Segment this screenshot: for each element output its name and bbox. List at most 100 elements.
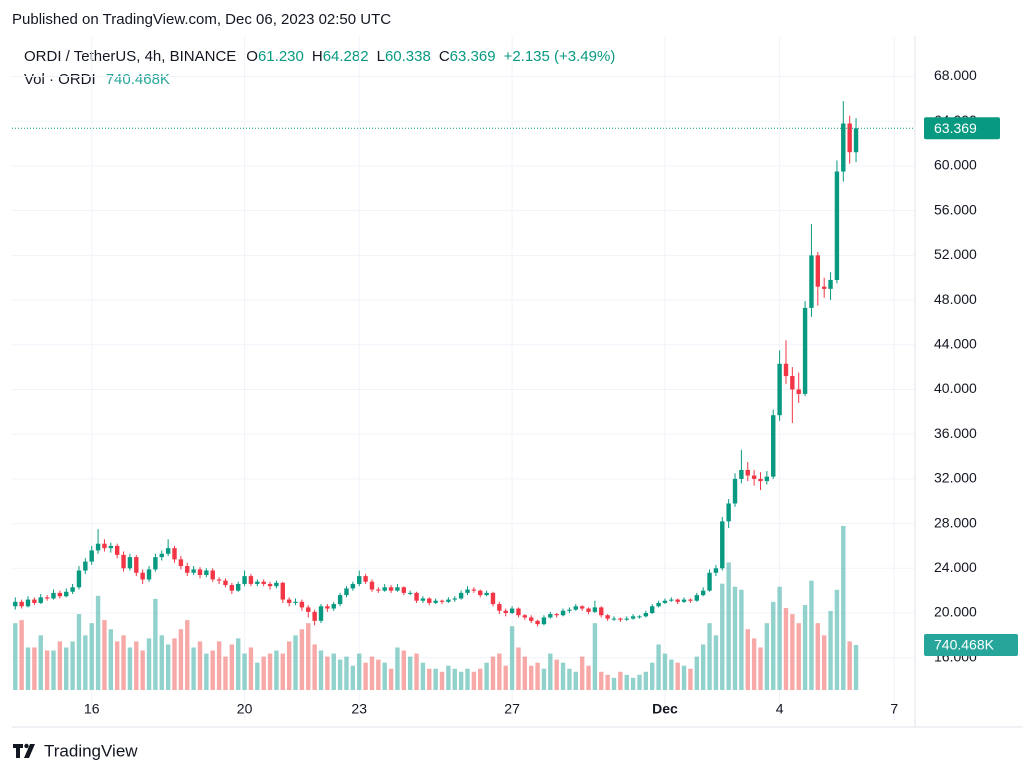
last-price-label: 63.369 (934, 120, 977, 136)
candle-body (637, 616, 642, 618)
candle-body (688, 599, 693, 601)
candle-body (662, 600, 668, 603)
y-tick-label: 24.000 (934, 559, 977, 575)
volume-bar (64, 647, 69, 690)
candle-body (745, 469, 750, 476)
candle-body (286, 599, 292, 603)
volume-bar (299, 629, 305, 690)
volume-bar (223, 656, 228, 690)
candle-body (503, 610, 508, 613)
volume-bar (599, 671, 604, 690)
volume-bar (427, 668, 432, 690)
candle-body (267, 583, 273, 587)
legend: ORDI / TetherUS, 4h, BINANCE O61.230 H64.2… (24, 48, 615, 88)
candle-body (89, 550, 94, 562)
volume-bar (815, 623, 821, 690)
y-tick-label: 48.000 (934, 291, 977, 307)
volume-bar (809, 580, 814, 690)
candle-body (357, 576, 362, 584)
volume-bar (497, 653, 502, 690)
volume-bar (452, 668, 457, 690)
volume-bar (363, 662, 368, 690)
volume-bar (204, 653, 209, 690)
volume-bar (165, 644, 171, 690)
candle-body (465, 589, 470, 593)
volume-bar (153, 598, 158, 690)
candle-body (127, 557, 133, 569)
candle-body (312, 611, 317, 621)
candle-body (694, 595, 700, 601)
candle-body (420, 598, 426, 601)
volume-bar (490, 656, 496, 690)
candle-body (509, 608, 515, 613)
volume-bar (509, 626, 515, 690)
candle-body (497, 604, 502, 611)
y-tick-label: 44.000 (934, 335, 977, 351)
volume-bar (796, 623, 801, 690)
candle-body (713, 568, 719, 573)
volume-bar (325, 656, 330, 690)
volume-bar (630, 677, 636, 690)
candle-body (172, 548, 177, 560)
candle-body (630, 616, 636, 619)
volume-bar (216, 641, 222, 690)
volume-bar (121, 635, 126, 690)
volume-bar (745, 629, 750, 690)
logo-mark (13, 744, 35, 758)
candle-body (261, 581, 266, 584)
candle-body (433, 600, 438, 603)
x-tick-label: 16 (84, 701, 100, 717)
candle-body (185, 566, 190, 573)
candle-body (25, 599, 31, 607)
x-tick-label: Dec (652, 701, 678, 717)
candle-body (325, 606, 330, 609)
x-tick-label: 20 (237, 701, 253, 717)
candle-body (802, 307, 808, 394)
candle-body (382, 587, 387, 591)
brand-logo: TradingView (13, 741, 138, 760)
last-price-box (924, 117, 1000, 140)
volume-bar (592, 623, 598, 690)
volume-bar (694, 656, 700, 690)
volume-bar (554, 659, 559, 690)
candle-body (478, 590, 483, 596)
volume-bar (688, 668, 693, 690)
volume-bar (318, 650, 324, 690)
candle-body (64, 591, 69, 597)
candle-body (248, 576, 254, 584)
y-tick-label: 20.000 (934, 604, 977, 620)
published-note: Published on TradingView.com, Dec 06, 20… (12, 11, 391, 28)
volume-bar (178, 629, 184, 690)
legend-volume-value: 740.468K (106, 71, 170, 88)
volume-bar (777, 586, 782, 690)
candle-body (95, 543, 101, 551)
candle-body (293, 601, 298, 603)
candle-body (605, 615, 610, 619)
volume-bar (197, 641, 203, 690)
candle-body (337, 595, 343, 605)
candle-body (299, 601, 305, 608)
legend-key: O (246, 48, 258, 65)
candle-body (471, 589, 477, 591)
volume-bar (548, 653, 553, 690)
volume-bar (650, 662, 655, 690)
volume-bar (19, 620, 24, 690)
y-tick-label: 32.000 (934, 470, 977, 486)
candle-body (369, 581, 375, 590)
y-tick-label: 68.000 (934, 67, 977, 83)
volume-bar (70, 641, 75, 690)
candle-body (146, 569, 152, 580)
candle-body (522, 615, 528, 618)
volume-bar (312, 644, 317, 690)
volume-bar (573, 671, 578, 690)
volume-bar (331, 653, 336, 690)
candle-body (19, 601, 24, 607)
candle-body (70, 587, 75, 592)
x-tick-label: 23 (351, 701, 367, 717)
volume-bar (726, 562, 731, 690)
volume-bar (286, 641, 292, 690)
candle-body (739, 469, 744, 479)
volume-bar (401, 650, 407, 690)
candle-body (102, 543, 107, 549)
